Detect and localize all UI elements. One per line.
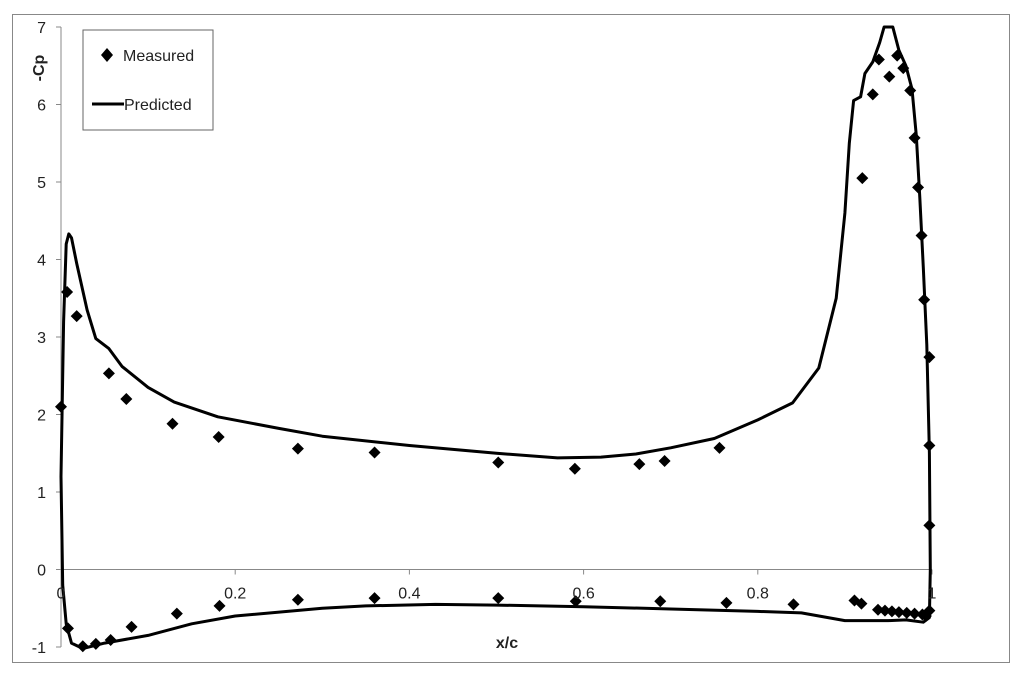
y-tick-label: 2 xyxy=(37,408,46,425)
measured-point xyxy=(212,430,225,443)
measured-point xyxy=(170,607,183,620)
measured-point xyxy=(569,595,582,608)
measured-point xyxy=(855,597,868,610)
measured-point xyxy=(900,606,913,619)
measured-point xyxy=(120,393,133,405)
measured-point xyxy=(368,446,381,459)
y-tick-label: 0 xyxy=(37,563,46,580)
chart-tick-layer: -1 0 1 2 3 4 5 6 7 0 0.2 0.4 0.6 0.8 1 xyxy=(32,20,937,657)
y-tick-label: 5 xyxy=(37,175,46,192)
predicted-curve xyxy=(59,25,932,650)
x-tick-label: 0.6 xyxy=(572,586,594,603)
measured-point xyxy=(892,606,905,619)
measured-point xyxy=(908,607,921,620)
measured-point xyxy=(654,595,667,608)
measured-point xyxy=(102,367,115,380)
measured-point xyxy=(908,131,921,144)
legend-box xyxy=(82,29,214,131)
measured-point xyxy=(568,462,581,475)
y-tick-label: 7 xyxy=(37,20,46,37)
measured-point xyxy=(61,286,74,299)
measured-point xyxy=(213,599,226,612)
measured-point xyxy=(713,441,726,454)
measured-point xyxy=(923,351,936,364)
measured-point xyxy=(871,603,884,616)
measured-point xyxy=(291,442,304,455)
x-tick-label: 1 xyxy=(928,586,937,603)
legend: Measured Predicted xyxy=(82,29,214,131)
x-tick-label: 0.4 xyxy=(398,586,420,603)
x-tick-label: 0.8 xyxy=(747,586,769,603)
x-tick-label: 0.2 xyxy=(224,586,246,603)
measured-point xyxy=(368,592,381,605)
measured-point xyxy=(166,417,179,430)
y-tick-label: -1 xyxy=(32,640,46,657)
measured-point xyxy=(787,598,800,611)
measured-point xyxy=(291,593,304,606)
y-tick-label: 6 xyxy=(37,98,46,115)
legend-measured-label: Measured xyxy=(123,48,194,65)
y-axis-label: -Cp xyxy=(31,54,48,81)
legend-predicted-label: Predicted xyxy=(124,97,192,114)
measured-point xyxy=(492,456,505,469)
measured-point xyxy=(866,88,879,101)
measured-point xyxy=(492,592,505,605)
legend-measured-marker xyxy=(101,48,113,62)
measured-point xyxy=(720,596,733,609)
measured-point xyxy=(658,455,671,467)
y-tick-label: 4 xyxy=(37,253,46,270)
measured-point xyxy=(633,458,646,471)
measured-point xyxy=(70,310,83,323)
chart-series-layer xyxy=(55,25,936,653)
y-tick-label: 1 xyxy=(37,485,46,502)
measured-point xyxy=(883,70,896,83)
x-axis-label: x/c xyxy=(496,635,518,652)
x-tick-label: 0 xyxy=(57,586,66,603)
measured-point xyxy=(856,172,869,185)
y-tick-label: 3 xyxy=(37,330,46,347)
measured-point xyxy=(878,604,891,617)
measured-point xyxy=(125,620,138,633)
measured-point xyxy=(885,605,898,618)
